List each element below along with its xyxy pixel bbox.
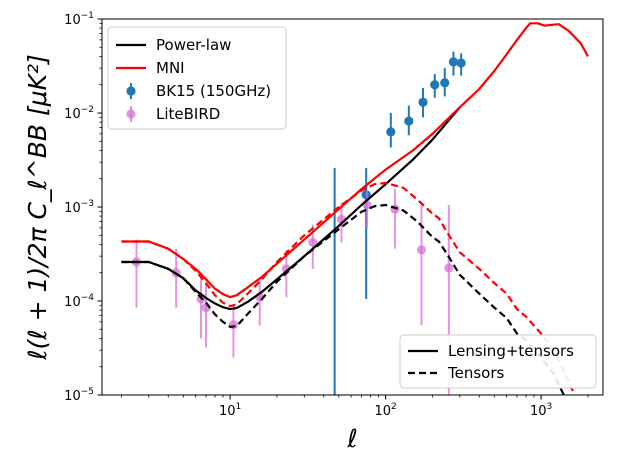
- y-tick-label-exponent: −1: [81, 11, 94, 21]
- y-tick-label-exponent: −5: [81, 387, 94, 397]
- series-layer: [121, 22, 589, 395]
- y-tick-label: 10−1: [64, 11, 94, 28]
- y-tick-label-base: 10: [64, 295, 81, 310]
- legend-lower: Lensing+tensors Tensors: [399, 334, 597, 389]
- y-tick-label-base: 10: [64, 107, 81, 122]
- y-tick-label: 10−2: [64, 105, 94, 122]
- x-tick-label-exponent: 1: [236, 402, 242, 412]
- y-tick-label: 10−5: [64, 387, 94, 404]
- x-tick-label: 102: [374, 402, 396, 419]
- x-tick-label-base: 10: [219, 404, 236, 419]
- legend-upper-swatch-dot-2: [126, 86, 136, 96]
- legend-lower-box: [399, 334, 597, 389]
- legend-upper: Power-law MNI BK15 (150GHz) LiteBIRD: [107, 26, 287, 130]
- litebird-point-7: [308, 237, 318, 248]
- y-tick-label-exponent: −4: [81, 293, 95, 303]
- legend-upper-label-2: BK15 (150GHz): [156, 82, 271, 100]
- legend-layer: Power-law MNI BK15 (150GHz) LiteBIRD Lensing…: [107, 26, 597, 389]
- y-tick-label-base: 10: [64, 389, 81, 404]
- x-tick-label-base: 10: [530, 404, 547, 419]
- bk15-150ghz-point-7: [448, 57, 459, 67]
- y-axis-label: ℓ(ℓ + 1)/2π C_ℓ^BB [μK²]: [23, 54, 52, 361]
- y-tick-label-base: 10: [64, 201, 81, 216]
- legend-upper-swatch-dot-3: [126, 109, 136, 119]
- y-tick-label-exponent: −3: [81, 199, 94, 209]
- bk15-150ghz-point-2: [386, 127, 396, 137]
- x-tick-label: 103: [530, 402, 552, 419]
- power-law-solid-line: [121, 106, 461, 311]
- legend-upper-label-0: Power-law: [156, 36, 231, 54]
- legend-lower-label-1: Tensors: [447, 364, 505, 382]
- litebird-point-11: [416, 245, 427, 255]
- legend-upper-label-1: MNI: [156, 59, 185, 77]
- legend-upper-box: [107, 26, 287, 130]
- legend-upper-label-3: LiteBIRD: [156, 105, 220, 123]
- bk15-150ghz-point-8: [456, 58, 466, 68]
- x-tick-label-exponent: 2: [391, 402, 397, 412]
- legend-lower-label-0: Lensing+tensors: [448, 342, 574, 360]
- y-tick-label-exponent: −2: [81, 105, 94, 115]
- x-tick-label-exponent: 3: [547, 402, 553, 412]
- x-axis-label: ℓ: [346, 424, 357, 453]
- y-tick-label: 10−3: [64, 199, 94, 216]
- x-tick-label: 101: [219, 402, 241, 419]
- axis-labels: ℓ ℓ(ℓ + 1)/2π C_ℓ^BB [μK²]: [23, 54, 358, 453]
- bk15-150ghz-point-5: [430, 80, 440, 90]
- mni-solid-line: [121, 22, 589, 299]
- bk15-150ghz-point-3: [404, 116, 414, 126]
- mni-dashed-line: [121, 181, 574, 392]
- litebird-point-12: [444, 263, 454, 273]
- y-tick-label-base: 10: [64, 13, 81, 28]
- power-law-dashed-line: [121, 203, 565, 395]
- bk15-150ghz-errorbars: [333, 51, 466, 395]
- y-tick-label: 10−4: [64, 293, 94, 310]
- x-tick-label-base: 10: [374, 404, 391, 419]
- bk15-150ghz-point-4: [418, 97, 428, 107]
- bk15-150ghz-point-6: [440, 78, 450, 88]
